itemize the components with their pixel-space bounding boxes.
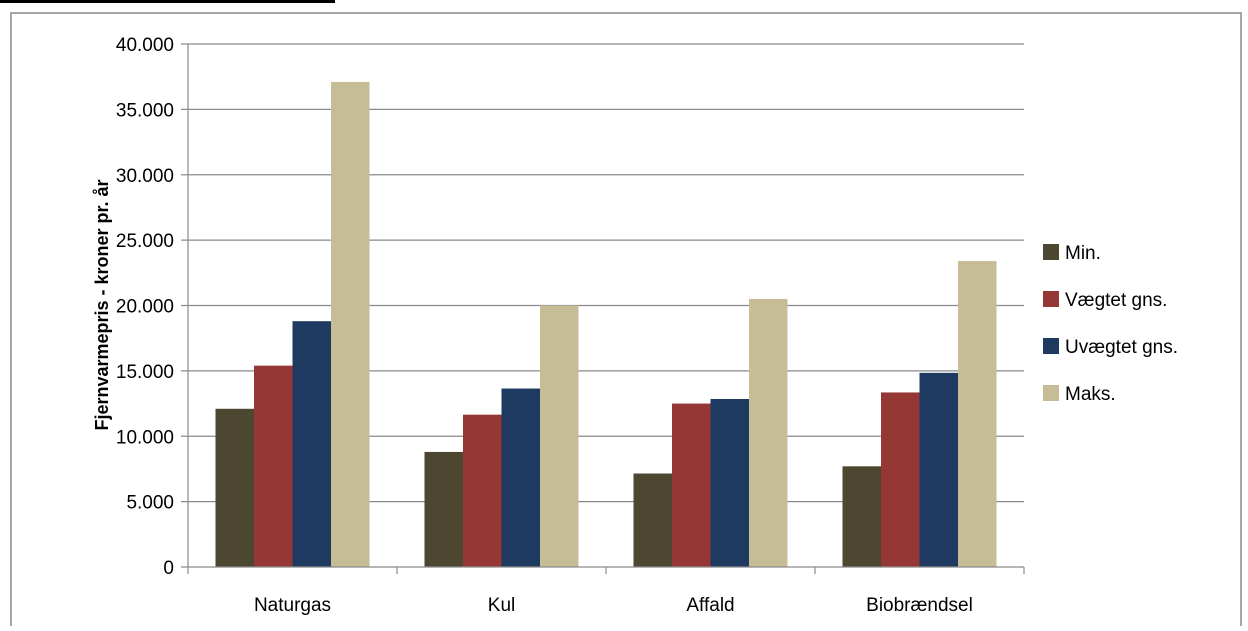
bar-biobrændsel-2 xyxy=(919,372,958,567)
y-tick-label: 5.000 xyxy=(126,493,174,514)
y-tick-label: 25.000 xyxy=(116,231,174,252)
y-tick-label: 40.000 xyxy=(116,35,174,56)
axes: 0 5.000 10.000 15.000 20.000 25.000 30.000 35.0… xyxy=(116,35,1025,616)
legend-swatch xyxy=(1043,338,1059,354)
legend-label: Uvægtet gns. xyxy=(1065,337,1178,358)
chart-border xyxy=(10,12,1242,631)
x-category-label: Kul xyxy=(488,595,515,616)
bar-kul-0 xyxy=(424,451,463,567)
legend: Min. Vægtet gns. Uvægtet gns. Maks. xyxy=(1043,243,1178,405)
bar-naturgas-0 xyxy=(215,408,254,567)
y-axis-title: Fjernvarmepris - kroner pr. år xyxy=(92,179,112,430)
bar-affald-2 xyxy=(710,398,749,567)
bar-biobrændsel-0 xyxy=(842,466,881,567)
heading-underline xyxy=(0,0,335,3)
bar-affald-3 xyxy=(749,298,788,567)
legend-label: Min. xyxy=(1065,243,1101,264)
bar-biobrændsel-3 xyxy=(958,261,997,567)
legend-swatch xyxy=(1043,385,1059,401)
bar-naturgas-3 xyxy=(331,81,370,567)
x-category-label: Affald xyxy=(686,595,734,616)
bars xyxy=(215,81,997,567)
legend-swatch xyxy=(1043,291,1059,307)
bar-affald-1 xyxy=(672,403,711,567)
y-tick-label: 0 xyxy=(163,558,174,579)
bar-naturgas-2 xyxy=(292,321,331,567)
y-tick-label: 15.000 xyxy=(116,362,174,383)
bar-kul-3 xyxy=(540,305,579,567)
bar-kul-1 xyxy=(463,414,502,567)
legend-swatch xyxy=(1043,244,1059,260)
y-tick-label: 35.000 xyxy=(116,100,174,121)
bar-naturgas-1 xyxy=(254,365,293,567)
x-category-label: Biobrændsel xyxy=(866,595,973,616)
y-tick-label: 20.000 xyxy=(116,297,174,318)
bar-affald-0 xyxy=(633,473,672,567)
bar-kul-2 xyxy=(501,388,540,567)
bar-biobrændsel-1 xyxy=(881,392,920,567)
y-tick-label: 10.000 xyxy=(116,427,174,448)
legend-label: Vægtet gns. xyxy=(1065,290,1167,311)
x-category-label: Naturgas xyxy=(254,595,331,616)
y-tick-label: 30.000 xyxy=(116,166,174,187)
legend-label: Maks. xyxy=(1065,384,1116,405)
